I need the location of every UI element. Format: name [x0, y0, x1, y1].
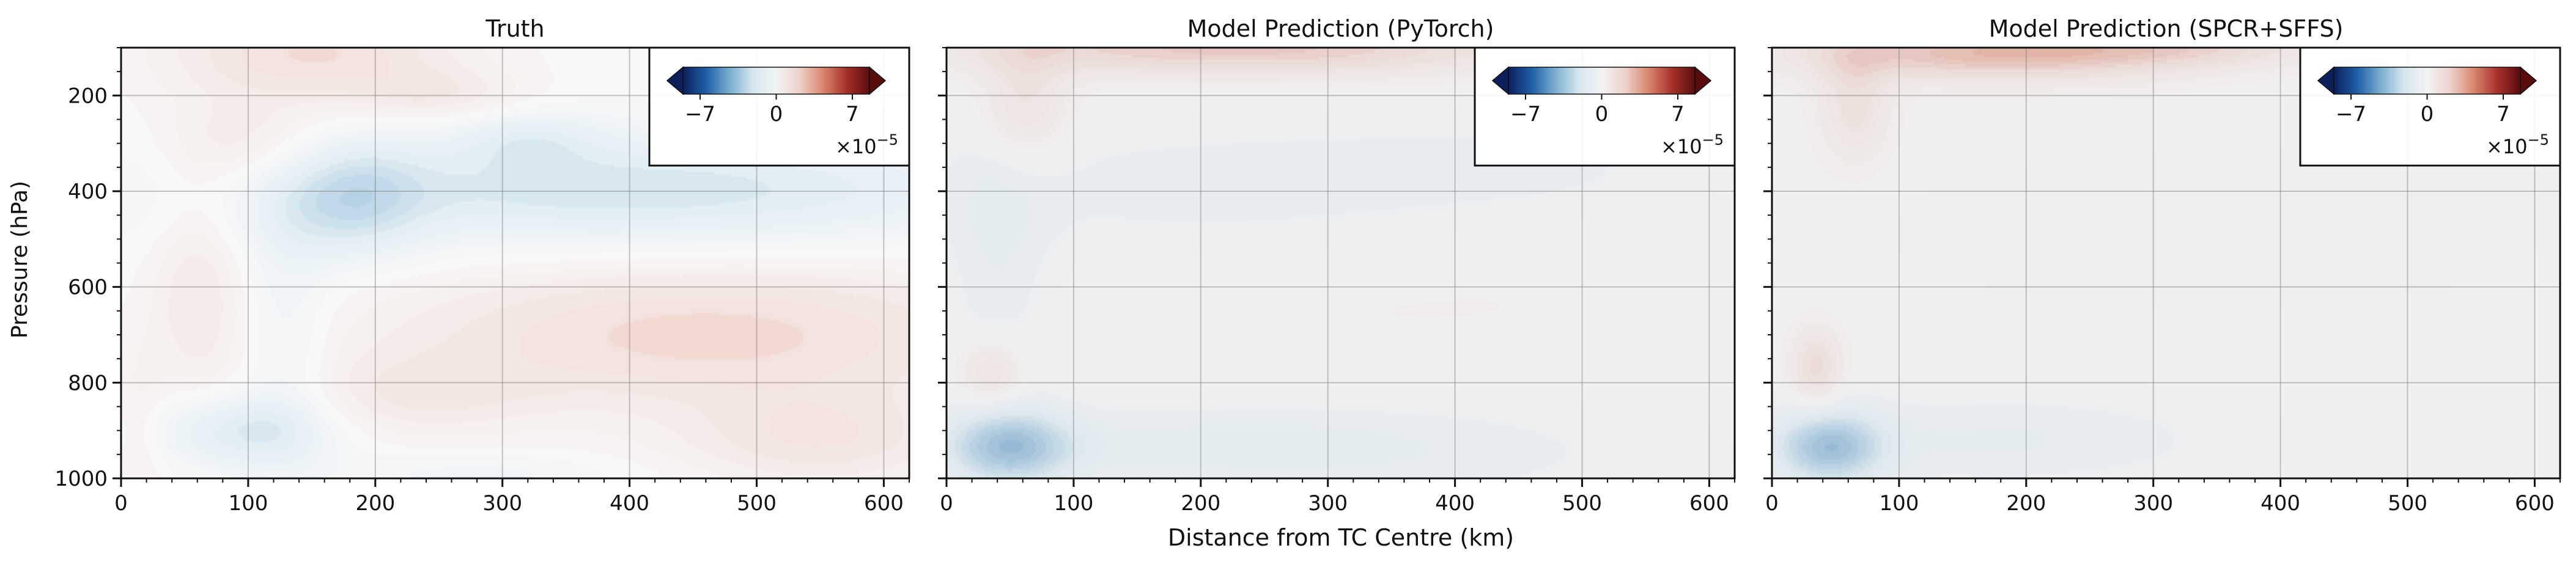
- colorbar-tick-label: 7: [1671, 102, 1685, 126]
- x-tick-label: 300: [2133, 491, 2173, 516]
- y-tick-label: 800: [68, 371, 108, 395]
- y-axis-label: Pressure (hPa): [7, 181, 32, 338]
- x-tick-label: 200: [2006, 491, 2046, 516]
- colorbar-bar: [2334, 67, 2520, 94]
- x-tick-label: 500: [1562, 491, 1602, 516]
- colorbar-inset: −7 0 7 ×10−5: [1474, 46, 1736, 167]
- x-tick-label: 100: [228, 491, 268, 516]
- colorbar-multiplier: ×10−5: [835, 131, 898, 158]
- colorbar-tick-label: 0: [2421, 102, 2434, 126]
- colorbar-tick-label: 0: [770, 102, 783, 126]
- colorbar-tick-label: −7: [2336, 102, 2366, 126]
- y-tick-label: 600: [68, 276, 108, 300]
- panel-title: Model Prediction (PyTorch): [1187, 15, 1494, 42]
- x-tick-label: 0: [1765, 491, 1779, 516]
- panel-1: 0 100 200 300 400 500 600 200 400 600 800 1000 Truth…: [54, 15, 910, 516]
- colorbar-inset: −7 0 7 ×10−5: [2299, 46, 2561, 167]
- colorbar-multiplier: ×10−5: [1661, 131, 1724, 158]
- panel-3: 0 100 200 300 400 500 600 Model Prediction (SPC…: [1763, 15, 2561, 516]
- x-tick-label: 100: [1054, 491, 1093, 516]
- colorbar-multiplier: ×10−5: [2486, 131, 2549, 158]
- y-tick-label: 200: [68, 84, 108, 108]
- colorbar-bar: [1508, 67, 1695, 94]
- x-tick-label: 400: [2260, 491, 2300, 516]
- panel-title: Model Prediction (SPCR+SFFS): [1989, 15, 2344, 42]
- x-tick-label: 400: [1435, 491, 1475, 516]
- x-tick-label: 200: [355, 491, 395, 516]
- x-tick-label: 600: [2515, 491, 2555, 516]
- x-tick-label: 300: [482, 491, 522, 516]
- x-axis-label: Distance from TC Centre (km): [1168, 524, 1514, 551]
- panel-2: 0 100 200 300 400 500 600 Model Prediction (PyT…: [938, 15, 1736, 516]
- colorbar-tick-label: −7: [1510, 102, 1541, 126]
- x-tick-label: 500: [737, 491, 777, 516]
- x-tick-label: 600: [864, 491, 904, 516]
- y-tick-label: 400: [68, 180, 108, 204]
- colorbar-tick-label: 0: [1595, 102, 1609, 126]
- colorbar-inset: −7 0 7 ×10−5: [648, 46, 910, 167]
- x-tick-label: 0: [940, 491, 953, 516]
- colorbar-tick-label: −7: [685, 102, 715, 126]
- x-tick-label: 300: [1308, 491, 1348, 516]
- colorbar-tick-label: 7: [846, 102, 859, 126]
- panel-title: Truth: [485, 15, 544, 42]
- x-tick-label: 500: [2388, 491, 2427, 516]
- x-tick-label: 100: [1879, 491, 1919, 516]
- x-tick-label: 200: [1181, 491, 1220, 516]
- x-tick-label: 0: [114, 491, 128, 516]
- y-tick-label: 1000: [54, 467, 108, 491]
- colorbar-tick-label: 7: [2497, 102, 2510, 126]
- colorbar-bar: [683, 67, 869, 94]
- x-tick-label: 400: [610, 491, 649, 516]
- x-tick-label: 600: [1689, 491, 1729, 516]
